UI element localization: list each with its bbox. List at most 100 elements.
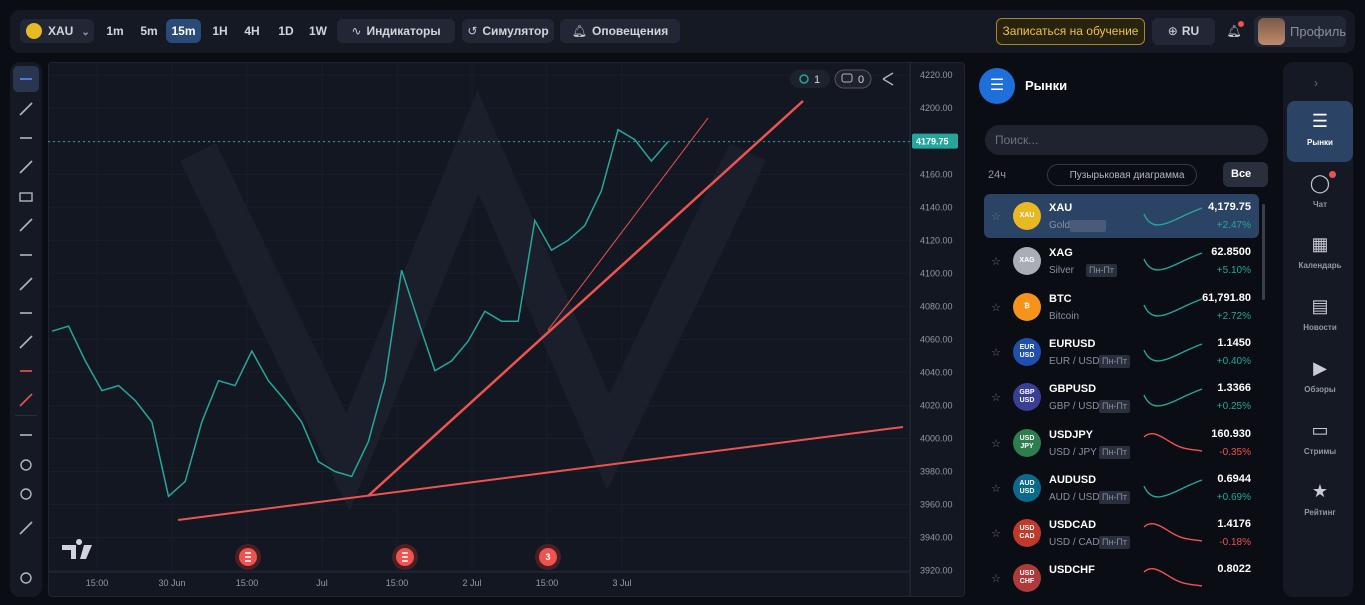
star-icon[interactable]: ☆ <box>991 437 1001 450</box>
menu-button[interactable]: ↺ Симулятор <box>462 19 554 43</box>
market-row[interactable]: ☆ USD JPY USDJPY USD / JPY Пн-Пт 160.930 -0.35% <box>984 421 1259 465</box>
nav-icon: ▤ <box>1311 296 1329 317</box>
icon-shape <box>19 393 33 407</box>
star-icon[interactable]: ☆ <box>991 346 1001 359</box>
market-row[interactable]: ☆ USD CHF USDCHF 0.8022 <box>984 556 1259 600</box>
sparkline-path <box>1143 207 1203 226</box>
icon-label: XAU <box>1019 212 1035 219</box>
event-count: 3 <box>545 552 550 562</box>
profile-button[interactable]: Профиль <box>1254 16 1346 47</box>
menu-button[interactable]: 🔔︎ Оповещения <box>560 19 680 43</box>
timeframe-button[interactable]: 5m <box>140 24 158 38</box>
sparkline-path <box>1143 297 1203 317</box>
star-icon[interactable]: ☆ <box>991 573 1001 586</box>
last-price-tag <box>912 133 958 149</box>
timeframe-button[interactable]: 4H <box>244 24 260 38</box>
tool-button[interactable] <box>13 422 39 448</box>
market-symbol: XAG <box>1049 247 1073 260</box>
nav-item[interactable]: ▭ Стримы <box>1287 410 1353 471</box>
market-icon: ₿ <box>1013 292 1041 321</box>
star-icon[interactable]: ☆ <box>991 528 1001 541</box>
nav-item[interactable]: ★ Рейтинг <box>1287 471 1353 532</box>
notification-dot <box>1238 21 1244 27</box>
tool-icon <box>20 370 32 372</box>
event-marker[interactable] <box>539 548 557 566</box>
star-icon[interactable]: ☆ <box>991 301 1001 314</box>
star-icon[interactable]: ☆ <box>991 256 1001 269</box>
language-text: RU <box>1181 24 1200 38</box>
tool-button[interactable] <box>13 242 39 268</box>
market-row[interactable]: ☆ USD CAD USDCAD USD / CAD Пн-Пт 1.4176 -0.18% <box>984 511 1259 555</box>
sparkline <box>1143 207 1203 226</box>
market-name: Gold <box>1049 220 1071 231</box>
sparkline-path <box>1143 388 1203 407</box>
tool-button[interactable] <box>13 125 39 151</box>
language-button[interactable]: ⊕ RU <box>1152 18 1215 45</box>
eye-icon <box>799 74 809 84</box>
tool-icon <box>19 277 33 291</box>
market-row[interactable]: ☆ XAG XAG Silver Пн-Пт 62.8500 +5.10% <box>984 239 1259 283</box>
menu-button[interactable]: ∿ Индикаторы <box>337 19 455 43</box>
nav-item[interactable]: ◯ Чат <box>1287 163 1353 224</box>
star-icon[interactable]: ☆ <box>991 392 1001 405</box>
menu-text: Симулятор <box>482 24 549 38</box>
period-selector[interactable]: 24ч <box>988 169 1006 181</box>
tool-button[interactable] <box>13 271 39 297</box>
nav-item[interactable]: ▶ Обзоры <box>1287 348 1353 409</box>
share-icon[interactable] <box>882 72 894 86</box>
filter-button[interactable]: Все <box>1223 162 1268 187</box>
bell-button[interactable]: 🔔︎ <box>1226 24 1242 38</box>
tool-icon <box>20 434 32 436</box>
market-row[interactable]: ☆ EUR USD EURUSD EUR / USD Пн-Пт 1.1450 +0.40% <box>984 330 1259 374</box>
timeframe-button[interactable]: 15m <box>166 19 201 43</box>
tool-button[interactable] <box>13 184 39 210</box>
watchers-pill[interactable] <box>790 70 830 88</box>
market-name: Silver <box>1049 265 1075 277</box>
tool-button[interactable] <box>13 452 39 478</box>
icon-shape <box>20 572 32 584</box>
tool-button[interactable] <box>13 387 39 413</box>
symbol-button[interactable]: XAU ⌄ <box>20 19 94 43</box>
symbol-icon <box>26 23 42 39</box>
market-row[interactable]: ☆ XAU XAU Gold 4,179.75 +2.47% <box>984 194 1259 238</box>
last-price-label: 4179.75 <box>916 137 949 147</box>
timeframe-button[interactable]: 1H <box>212 24 228 38</box>
avatar <box>1258 18 1285 45</box>
nav-item[interactable]: ▦ Календарь <box>1287 224 1353 285</box>
star-icon[interactable]: ☆ <box>991 482 1001 495</box>
chart: 4220.004200.004180.004160.004140.004120.… <box>48 62 958 597</box>
market-row[interactable]: ☆ AUD USD AUDUSD AUD / USD Пн-Пт 0.6944 +0.69% <box>984 466 1259 510</box>
nav-icon: ▦ <box>1311 234 1329 255</box>
market-name: Bitcoin <box>1049 310 1080 322</box>
timeframe-button[interactable]: 1W <box>309 24 327 38</box>
search-box[interactable]: Поиск... <box>985 125 1268 155</box>
market-row[interactable]: ☆ ₿ BTC Bitcoin 61,791.80 +2.72% <box>984 285 1259 329</box>
nav-label: Календарь <box>1298 261 1342 271</box>
comment-icon <box>841 73 853 83</box>
nav-item[interactable]: ▤ Новости <box>1287 286 1353 347</box>
collapse-chevron[interactable]: › <box>1314 76 1318 90</box>
timeframe-button[interactable]: 1D <box>278 24 294 38</box>
price-line <box>51 128 669 498</box>
bubble-button[interactable]: Пузырьковая диаграмма <box>1047 164 1197 186</box>
tool-button[interactable] <box>13 565 39 591</box>
toolbar-divider <box>15 415 37 416</box>
comments-pill[interactable] <box>834 69 872 89</box>
tool-button[interactable] <box>13 515 39 541</box>
tool-icon <box>19 102 33 116</box>
star-icon[interactable]: ☆ <box>991 211 1001 223</box>
tool-button[interactable] <box>13 481 39 507</box>
nav-item[interactable]: ☰ Рынки <box>1287 101 1353 162</box>
menu-text: Оповещения <box>592 24 669 38</box>
market-row[interactable]: ☆ GBP USD GBPUSD GBP / USD Пн-Пт 1.3366 +0.25% <box>984 375 1259 419</box>
cta-button[interactable]: Записаться на обучение <box>996 18 1145 45</box>
tool-button[interactable] <box>13 358 39 384</box>
tool-button[interactable] <box>13 329 39 355</box>
tool-button[interactable] <box>13 96 39 122</box>
tool-button[interactable] <box>13 154 39 180</box>
market-icon: USD CHF <box>1013 564 1041 593</box>
tool-button[interactable] <box>13 212 39 238</box>
tool-button[interactable] <box>13 66 39 92</box>
tool-button[interactable] <box>13 300 39 326</box>
timeframe-button[interactable]: 1m <box>106 24 124 38</box>
